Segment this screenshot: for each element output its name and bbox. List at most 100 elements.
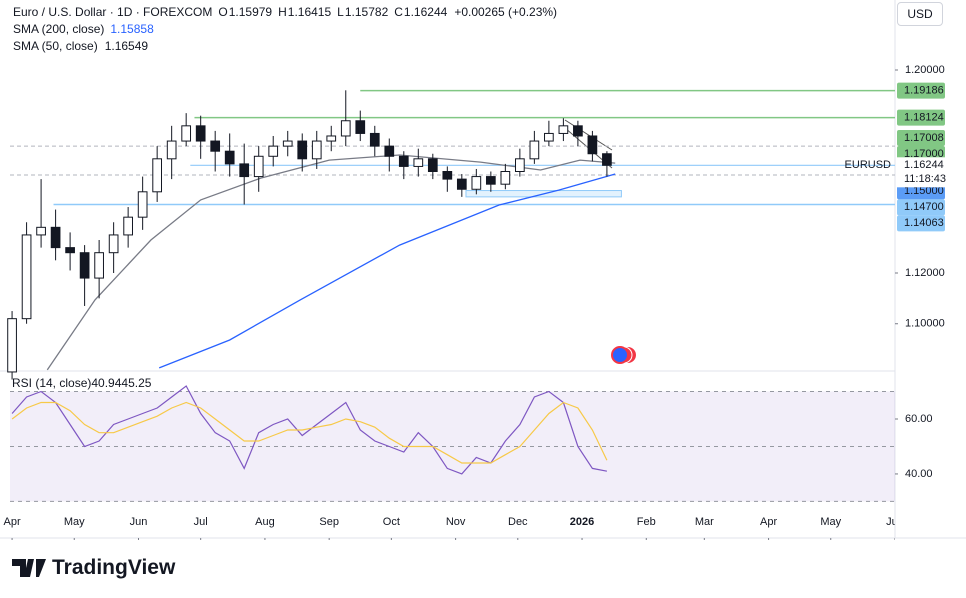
candle-body [442, 171, 453, 180]
ohlc-key: L [337, 5, 344, 19]
countdown: 11:18:43 [904, 173, 946, 185]
indicator-name: SMA (200, close) [13, 22, 105, 36]
ohlc-key: O [218, 5, 228, 19]
brand-name: TradingView [52, 556, 176, 579]
x-tick-label: Apr [4, 516, 21, 528]
candle-body [544, 132, 554, 142]
candle-body [500, 171, 511, 185]
candle-body [94, 252, 104, 279]
y-tick-label: 60.00 [905, 413, 933, 425]
price-label: 1.18124 [904, 112, 944, 124]
x-tick-label: Aug [255, 516, 275, 528]
price-label: 1.14700 [904, 201, 944, 213]
price-label-bg [897, 130, 945, 147]
y-tick-label: 1.20000 [905, 64, 945, 76]
candle-body [253, 155, 264, 178]
price-label-bg [897, 109, 945, 126]
ohlc-value: 1.16244 [403, 5, 448, 19]
price-label: 1.17000 [904, 148, 944, 160]
candle-body [7, 318, 17, 373]
x-tick-label: May [64, 516, 85, 528]
indicator-value: 1.15858 [110, 22, 154, 36]
candle-body [558, 125, 569, 134]
indicator-name: SMA (50, close) [13, 39, 98, 53]
price-label: 1.19186 [904, 85, 944, 97]
chart: 1.20000 1.12000 1.10000 Apr May Jun Jul Aug Sep O… [0, 0, 966, 540]
candle-body [166, 140, 177, 160]
candle-body [224, 150, 235, 165]
rsi-legend: RSI (14, close)40.9445.25 [12, 376, 151, 390]
candle-body [529, 140, 540, 160]
candle-body [471, 176, 482, 190]
ohlc-value: 1.15782 [344, 5, 389, 19]
x-tick-label: Nov [446, 516, 466, 528]
x-tick-label: Apr [760, 516, 777, 528]
candle-body [137, 191, 148, 218]
candle-body [456, 178, 467, 190]
brand-logo [12, 559, 46, 577]
ohlc-value: 1.16415 [287, 5, 332, 19]
candle-body [515, 158, 525, 173]
price-label-bg [897, 82, 945, 99]
candle-body [181, 125, 192, 142]
candle-body [355, 120, 366, 134]
candle-body [587, 135, 598, 155]
ohlc-value: 1.15979 [228, 5, 273, 19]
currency-button[interactable]: USD [897, 2, 943, 26]
price-label-bg [897, 215, 945, 232]
legend: Euro / U.S. Dollar · 1D · FOREXCOM O1.159… [12, 4, 563, 55]
x-tick-label: Sep [319, 516, 339, 528]
event-icon[interactable] [611, 346, 629, 364]
candle-body [239, 163, 250, 178]
symbol-label: EURUSD [845, 159, 892, 171]
candle-body [21, 234, 32, 320]
rsi-line [11, 385, 608, 475]
change: +0.00265 (+0.23%) [454, 5, 558, 19]
x-tick-label: Dec [508, 516, 528, 528]
price-pane [7, 89, 895, 380]
drawings [564, 119, 636, 364]
candle-body [384, 145, 395, 157]
candle-body [195, 125, 206, 142]
rsi-line [11, 401, 608, 464]
price-label-bg [897, 199, 945, 216]
candle-body [602, 153, 612, 166]
x-tick-label: Mar [695, 516, 714, 528]
price-label: 1.14063 [904, 217, 944, 229]
candle-body [123, 216, 133, 236]
ohlc-key: C [394, 5, 403, 19]
candle-body [573, 125, 583, 137]
candle-body [413, 158, 424, 167]
price-label: 1.15000 [904, 185, 944, 197]
x-tick-label: 2026 [570, 516, 594, 528]
trend-line [564, 119, 613, 151]
candle-body [369, 132, 380, 147]
sma-line [46, 154, 616, 371]
x-tick-label: Jun [886, 516, 904, 528]
price-label-bg [897, 183, 945, 200]
legend-row: SMA (200, close) 1.15858 [12, 21, 563, 38]
y-tick-label: 40.00 [905, 468, 933, 480]
legend-row: Euro / U.S. Dollar · 1D · FOREXCOM O1.159… [12, 4, 563, 21]
candle-body [398, 155, 409, 167]
sma-line [158, 173, 616, 369]
candle-body [282, 140, 293, 147]
rsi-value: 45.25 [121, 376, 152, 390]
x-axis: Apr May Jun Jul Aug Sep Oct Nov Dec 2026 Feb Mar Apr… [4, 516, 904, 540]
price-label: 1.17008 [904, 132, 944, 144]
candle-body [340, 120, 351, 137]
x-tick-label: Feb [637, 516, 656, 528]
candle-body [79, 252, 90, 279]
x-tick-label: Oct [383, 516, 400, 528]
candle-body [485, 176, 496, 185]
indicator-value: 1.16549 [104, 39, 149, 53]
candle-body [36, 226, 46, 236]
y-tick-label: 1.12000 [905, 267, 945, 279]
candle-body [65, 247, 75, 254]
rsi-value: 40.94 [91, 376, 122, 390]
ohlc-key: H [278, 5, 287, 19]
symbol: Euro / U.S. Dollar · 1D · FOREXCOM [13, 5, 213, 19]
last-price-bg [897, 157, 945, 188]
candle-body [268, 145, 279, 157]
